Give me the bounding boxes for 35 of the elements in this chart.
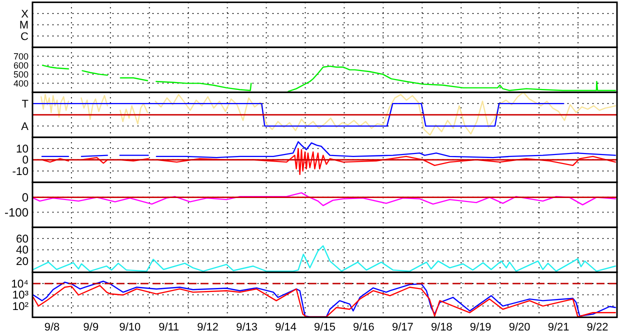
x-tick-label: 9/21 — [548, 321, 570, 334]
text: C — [20, 30, 29, 43]
x-tick-label: 9/22 — [586, 321, 608, 334]
y-tick-label: -10 — [12, 166, 28, 178]
y-tick-label: 0 — [22, 190, 29, 204]
y-tick-label: -100 — [4, 206, 29, 220]
y-tick-label: 10³ — [12, 290, 29, 302]
x-tick-label: 9/14 — [275, 321, 296, 334]
text: T — [22, 98, 29, 110]
x-tick-label: 9/11 — [158, 321, 180, 334]
x-tick-label: 9/15 — [314, 321, 336, 334]
y-tick-label: 10⁴ — [11, 278, 29, 290]
y-tick-label: 10 — [16, 143, 28, 156]
x-tick-label: 9/9 — [83, 321, 99, 334]
y-tick-label: 20 — [16, 256, 28, 268]
x-tick-label: 9/19 — [470, 321, 492, 334]
y-tick-label: 500 — [13, 69, 28, 80]
y-tick-label: 0 — [22, 154, 28, 167]
text: X — [21, 8, 30, 20]
y-tick-label: 40 — [16, 244, 28, 257]
y-tick-label: 60 — [16, 233, 28, 246]
x-tick-label: 9/16 — [353, 321, 374, 334]
y-tick-label: 400 — [13, 78, 28, 88]
x-tick-label: 9/13 — [236, 321, 258, 334]
x-tick-label: 9/10 — [119, 321, 141, 334]
x-tick-label: 9/18 — [430, 321, 452, 334]
y-tick-label: 600 — [13, 60, 28, 70]
x-tick-label: 9/12 — [197, 321, 219, 334]
y-tick-label: 10² — [12, 300, 29, 313]
text: A — [21, 120, 30, 133]
y-tick-label: 700 — [13, 51, 28, 62]
text: M — [19, 20, 28, 32]
x-tick-label: 9/17 — [392, 321, 414, 334]
x-tick-label: 9/8 — [44, 321, 60, 334]
x-tick-label: 9/20 — [508, 321, 530, 334]
